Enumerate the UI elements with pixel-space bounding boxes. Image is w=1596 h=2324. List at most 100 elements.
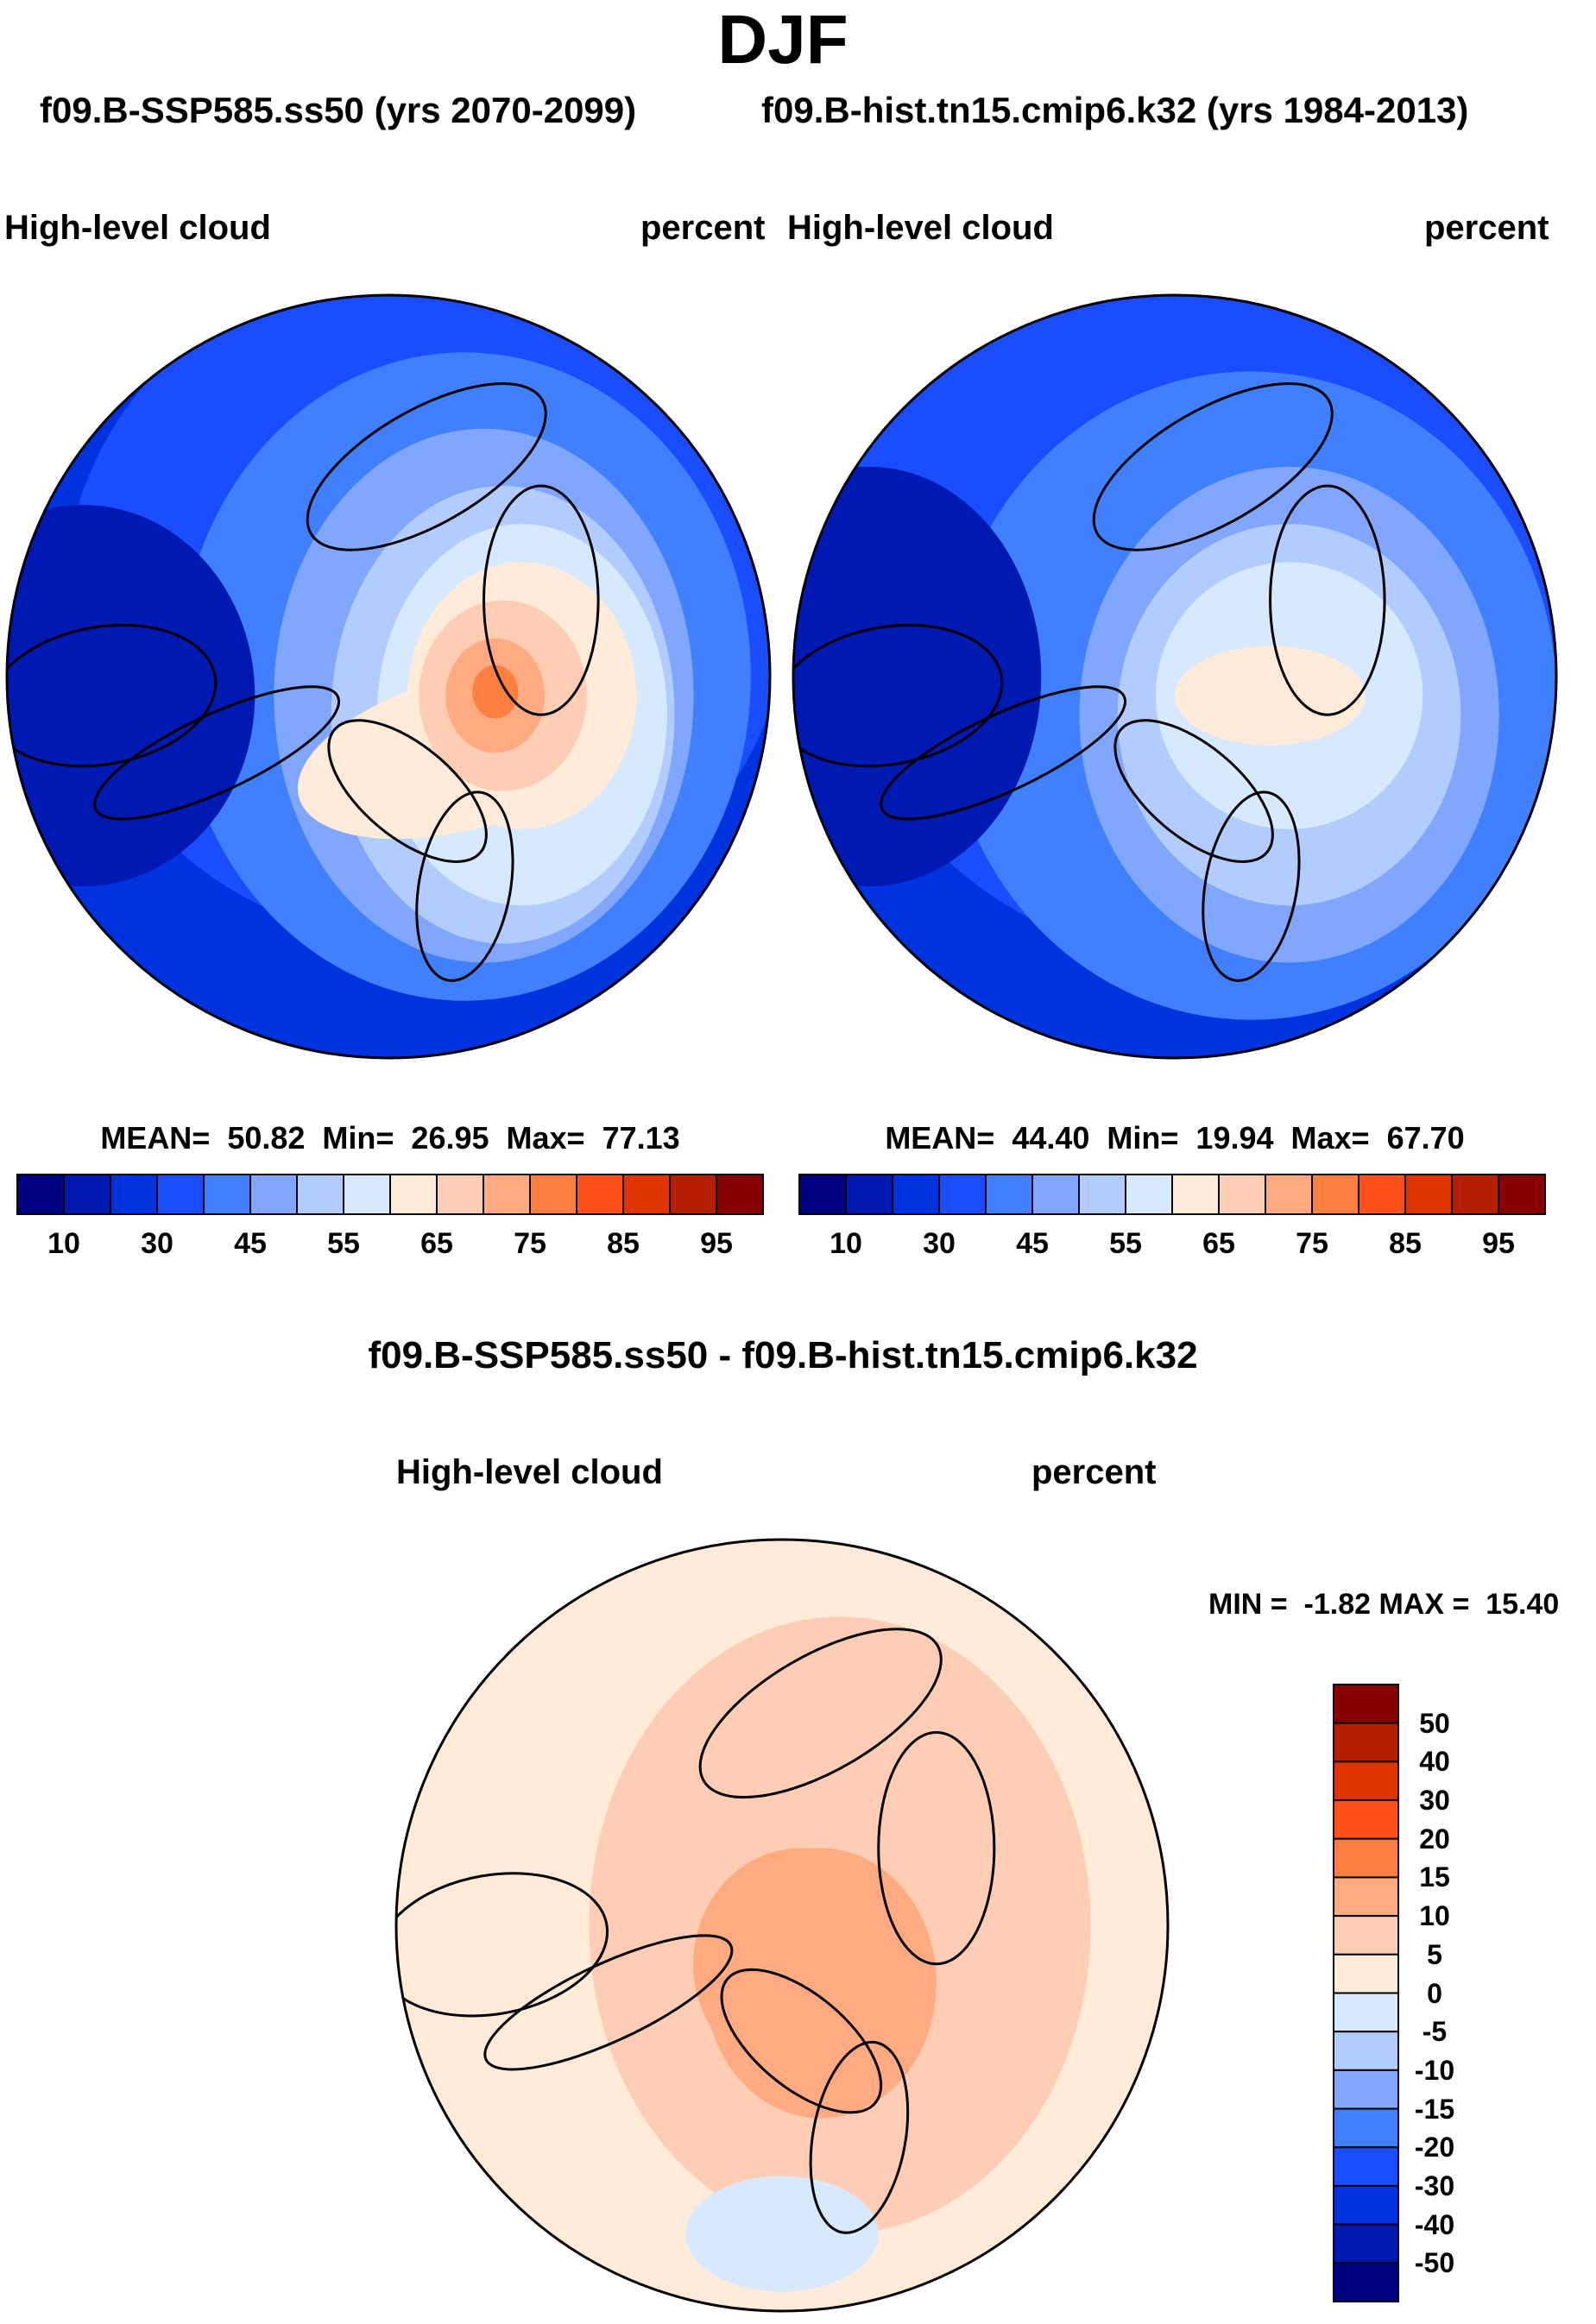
colorbar-box [110, 1174, 158, 1215]
colorbar-box [1333, 2223, 1399, 2264]
colorbar-tick-label: 30 [923, 1227, 956, 1260]
map-hist-border [792, 293, 1558, 1060]
colorbar-box [1333, 2262, 1399, 2302]
coastline [1202, 790, 1301, 982]
colorbar-tick-label: 85 [1389, 1227, 1422, 1260]
coastline [1092, 382, 1334, 551]
colorbar-box [1311, 1174, 1359, 1215]
panel3-left-label: High-level cloud [396, 1453, 663, 1491]
colorbar-box [1265, 1174, 1313, 1215]
colorbar-box [1333, 2107, 1399, 2149]
coastline [1113, 719, 1274, 863]
colorbar-box [1333, 2069, 1399, 2110]
colorbar-box [985, 1174, 1033, 1215]
colorbar-box [1031, 1174, 1080, 1215]
colorbar-box [203, 1174, 251, 1215]
panel2-left-label: High-level cloud [787, 209, 1054, 247]
colorbar-tick-label: 85 [607, 1227, 640, 1260]
panel2-stats: MEAN= 44.40 Min= 19.94 Max= 67.70 [885, 1120, 1465, 1156]
coastline [809, 2040, 910, 2234]
map-hist-contour [793, 466, 1042, 887]
colorbar-box [1333, 2146, 1399, 2187]
colorbar-box [1333, 2184, 1399, 2226]
map-difference-contour [685, 2176, 879, 2292]
colorbar-box [669, 1174, 717, 1215]
coastline [483, 484, 600, 716]
colorbar-box [1333, 1760, 1399, 1802]
colorbar-box [1333, 1953, 1399, 1994]
colorbar-box [1333, 2031, 1399, 2071]
coastline [327, 719, 488, 863]
colorbar-tick-label: 40 [1419, 1746, 1450, 1778]
coastline [720, 1968, 883, 2114]
colorbar-tick-label: 75 [1296, 1227, 1328, 1260]
colorbar-box [1358, 1174, 1406, 1215]
colorbar-box [1078, 1174, 1126, 1215]
colorbar-tick-label: 0 [1427, 1977, 1442, 2009]
colorbar-tick-label: 10 [1419, 1900, 1450, 1932]
colorbar-tick-label: 65 [1202, 1227, 1235, 1260]
colorbar-box [483, 1174, 531, 1215]
colorbar-tick-label: 5 [1427, 1938, 1442, 1970]
colorbar-tick-label: 15 [1419, 1861, 1450, 1893]
colorbar-tick-label: 45 [1016, 1227, 1049, 1260]
colorbar-box [1333, 1876, 1399, 1918]
colorbar-tick-label: -40 [1414, 2208, 1455, 2240]
map-difference-contour [693, 1848, 910, 2080]
colorbar-box [436, 1174, 484, 1215]
panel1-title: f09.B-SSP585.ss50 (yrs 2070-2099) [40, 90, 637, 130]
colorbar-box [1404, 1174, 1453, 1215]
colorbar-tick-label: -5 [1422, 2016, 1448, 2048]
colorbar-box [343, 1174, 391, 1215]
panel3-stats: MIN = -1.82 MAX = 15.40 [1208, 1588, 1560, 1621]
panel2-right-label: percent [1424, 209, 1549, 247]
map-difference [396, 1540, 1168, 2311]
colorbar-tick-label: 10 [47, 1227, 80, 1260]
colorbar-tick-label: -50 [1414, 2247, 1455, 2279]
colorbar-box [1171, 1174, 1220, 1215]
figure-title: DJF [717, 1, 848, 78]
colorbar-box [16, 1174, 65, 1215]
panel1-left-label: High-level cloud [4, 209, 271, 247]
colorbar-tick-label: 10 [830, 1227, 862, 1260]
colorbar-box [63, 1174, 111, 1215]
coastline [396, 1872, 609, 2018]
colorbar-box [1333, 1992, 1399, 2033]
colorbar-box [892, 1174, 940, 1215]
map-hist [793, 295, 1556, 1058]
coastline [880, 685, 1127, 821]
coastline [793, 623, 1004, 768]
coastline [93, 685, 341, 821]
colorbar-box [1451, 1174, 1499, 1215]
map-ssp585-contour [472, 664, 519, 719]
colorbar-box [1498, 1174, 1546, 1215]
colorbar-tick-label: 65 [420, 1227, 453, 1260]
colorbar-tick-label: 55 [1109, 1227, 1142, 1260]
colorbar-box [622, 1174, 671, 1215]
colorbar-box [296, 1174, 344, 1215]
colorbar-box [1218, 1174, 1266, 1215]
colorbar-box [1333, 1722, 1399, 1763]
map-difference-contour [628, 1693, 1014, 1848]
colorbar-box [249, 1174, 298, 1215]
panel1-right-label: percent [640, 209, 766, 247]
map-difference-border [394, 1538, 1170, 2313]
colorbar-tick-label: -10 [1414, 2054, 1455, 2086]
colorbar-tick-label: 95 [1482, 1227, 1515, 1260]
colorbar-tick-label: 95 [700, 1227, 733, 1260]
colorbar-tick-label: 30 [1419, 1785, 1450, 1817]
colorbar-tick-label: -15 [1414, 2093, 1455, 2125]
colorbar-box [938, 1174, 987, 1215]
colorbar-box [716, 1174, 764, 1215]
coastline [483, 1934, 734, 2071]
colorbar-box [1125, 1174, 1173, 1215]
map-hist-contour [1175, 646, 1366, 746]
colorbar-tick-label: 55 [327, 1227, 360, 1260]
colorbar-box [1333, 1837, 1399, 1879]
panel2-title: f09.B-hist.tn15.cmip6.k32 (yrs 1984-2013… [761, 90, 1469, 130]
panel1-stats: MEAN= 50.82 Min= 26.95 Max= 77.13 [100, 1120, 680, 1156]
colorbar-box [576, 1174, 624, 1215]
colorbar-box [798, 1174, 847, 1215]
colorbar-box [156, 1174, 205, 1215]
